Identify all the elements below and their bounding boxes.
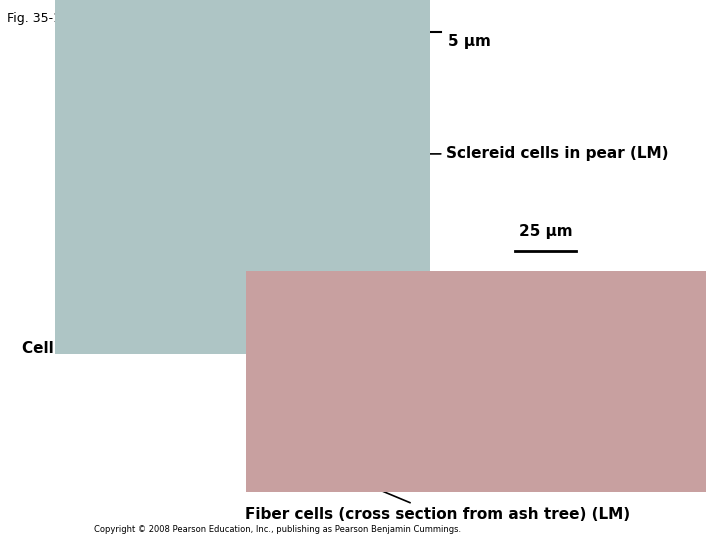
Text: 5 µm: 5 µm	[448, 33, 491, 49]
Text: Cell wall: Cell wall	[22, 299, 122, 356]
Text: Fig. 35-10c: Fig. 35-10c	[7, 12, 76, 25]
Text: Fiber cells (cross section from ash tree) (LM): Fiber cells (cross section from ash tree…	[245, 479, 630, 522]
Text: 25 µm: 25 µm	[518, 224, 572, 239]
Text: Sclereid cells in pear (LM): Sclereid cells in pear (LM)	[325, 146, 669, 161]
Text: Copyright © 2008 Pearson Education, Inc., publishing as Pearson Benjamin Cumming: Copyright © 2008 Pearson Education, Inc.…	[94, 524, 461, 534]
